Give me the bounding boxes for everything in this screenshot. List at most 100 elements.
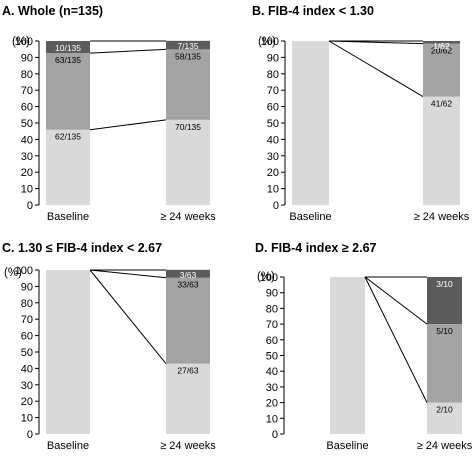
y-tick-label: 70 xyxy=(266,319,278,331)
data-label: 2/10 xyxy=(436,405,453,415)
y-tick-label: 60 xyxy=(21,102,33,114)
data-label: 20/62 xyxy=(431,46,453,56)
data-label: 33/63 xyxy=(177,280,199,290)
data-label: 27/63 xyxy=(177,366,199,376)
bar-segment xyxy=(46,41,90,54)
y-tick-label: 20 xyxy=(21,167,33,179)
y-tick-label: 60 xyxy=(21,331,33,343)
bar-segment xyxy=(330,277,365,434)
data-label: 41/62 xyxy=(431,99,453,109)
bar-segment xyxy=(46,270,90,434)
bar-segment xyxy=(166,269,210,278)
y-tick-label: 50 xyxy=(21,347,33,359)
x-tick-label: ≥ 24 weeks xyxy=(417,440,473,452)
y-tick-label: 40 xyxy=(21,134,33,146)
y-tick-label: 60 xyxy=(267,102,279,114)
y-axis-label: (%) xyxy=(258,36,276,48)
y-tick-label: 40 xyxy=(267,134,279,146)
y-tick-label: 30 xyxy=(267,151,279,163)
y-axis-label: (%) xyxy=(257,271,275,283)
y-tick-label: 90 xyxy=(266,288,278,300)
connector-line xyxy=(89,269,167,279)
x-tick-label: ≥ 24 weeks xyxy=(160,211,216,223)
y-tick-label: 40 xyxy=(21,363,33,375)
panel-title: C. 1.30 ≤ FIB-4 index < 2.67 xyxy=(2,241,162,255)
y-tick-label: 30 xyxy=(21,151,33,163)
y-tick-label: 20 xyxy=(21,396,33,408)
chart-panel-4: D. FIB-4 index ≥ 2.67 (%) 2/10 5/10 3/10 0 10 2… xyxy=(255,241,473,452)
y-tick-label: 70 xyxy=(21,85,33,97)
y-tick-label: 20 xyxy=(266,398,278,410)
y-tick-label: 40 xyxy=(266,366,278,378)
connector-line xyxy=(328,40,424,98)
bar-segment xyxy=(427,402,462,434)
bar-segment xyxy=(166,277,210,364)
bar-segment xyxy=(46,129,90,205)
y-tick-label: 90 xyxy=(267,52,279,64)
x-tick-label: Baseline xyxy=(47,211,89,223)
y-tick-label: 50 xyxy=(266,351,278,363)
chart-panel-1: A. Whole (n=135) (%) 62/135 70/135 63/135 58/… xyxy=(2,4,216,223)
chart-panel-3: C. 1.30 ≤ FIB-4 index < 2.67 (%) 27/63 33/6… xyxy=(2,241,216,452)
y-tick-label: 10 xyxy=(267,184,279,196)
data-label: 10/135 xyxy=(55,43,81,53)
y-tick-label: 50 xyxy=(267,118,279,130)
y-tick-label: 10 xyxy=(21,184,33,196)
data-label: 7/135 xyxy=(177,41,199,51)
bar-segment xyxy=(427,277,462,325)
y-tick-label: 80 xyxy=(21,69,33,81)
bar-segment xyxy=(46,53,90,130)
y-tick-label: 80 xyxy=(266,303,278,315)
y-tick-label: 90 xyxy=(21,281,33,293)
bar-segment xyxy=(166,119,210,205)
connector-line xyxy=(89,119,167,131)
y-tick-label: 30 xyxy=(21,380,33,392)
data-label: 5/10 xyxy=(436,326,453,336)
y-tick-label: 80 xyxy=(21,298,33,310)
y-axis-label: (%) xyxy=(4,267,22,279)
bar-segment xyxy=(166,363,210,434)
y-tick-label: 30 xyxy=(266,382,278,394)
y-axis-label: (%) xyxy=(12,36,30,48)
chart-panel-2: B. FIB-4 index < 1.30 (%) 41/62 20/621/62 0 1… xyxy=(252,4,470,223)
y-tick-label: 10 xyxy=(21,413,33,425)
data-label: 62/135 xyxy=(55,132,81,142)
y-tick-label: 20 xyxy=(267,167,279,179)
y-tick-label: 0 xyxy=(27,200,33,212)
connector-line xyxy=(364,276,428,325)
y-tick-label: 100 xyxy=(261,36,279,48)
data-label: 1/62 xyxy=(433,41,450,51)
x-tick-label: ≥ 24 weeks xyxy=(160,440,216,452)
connector-line xyxy=(89,269,167,364)
y-tick-label: 80 xyxy=(267,69,279,81)
connector-line xyxy=(364,276,428,403)
data-label: 63/135 xyxy=(55,55,81,65)
data-label: 58/135 xyxy=(175,51,201,61)
x-tick-label: Baseline xyxy=(326,440,368,452)
bar-segment xyxy=(292,41,329,205)
connector-line xyxy=(328,40,424,45)
y-tick-label: 50 xyxy=(21,118,33,130)
bar-segment xyxy=(166,49,210,120)
x-tick-label: Baseline xyxy=(47,440,89,452)
y-tick-label: 70 xyxy=(21,314,33,326)
y-tick-label: 100 xyxy=(260,272,278,284)
y-tick-label: 60 xyxy=(266,335,278,347)
x-tick-label: Baseline xyxy=(289,211,331,223)
y-tick-label: 70 xyxy=(267,85,279,97)
bar-segment xyxy=(427,324,462,403)
panel-title: B. FIB-4 index < 1.30 xyxy=(252,4,374,18)
y-tick-label: 100 xyxy=(15,36,33,48)
data-label: 3/10 xyxy=(436,279,453,289)
y-tick-label: 100 xyxy=(15,265,33,277)
y-tick-label: 0 xyxy=(273,200,279,212)
bar-segment xyxy=(423,43,460,97)
y-tick-label: 0 xyxy=(27,429,33,441)
panel-title: D. FIB-4 index ≥ 2.67 xyxy=(255,241,377,255)
bar-segment xyxy=(423,41,460,44)
y-tick-label: 0 xyxy=(272,429,278,441)
bar-segment xyxy=(166,40,210,50)
x-tick-label: ≥ 24 weeks xyxy=(414,211,470,223)
